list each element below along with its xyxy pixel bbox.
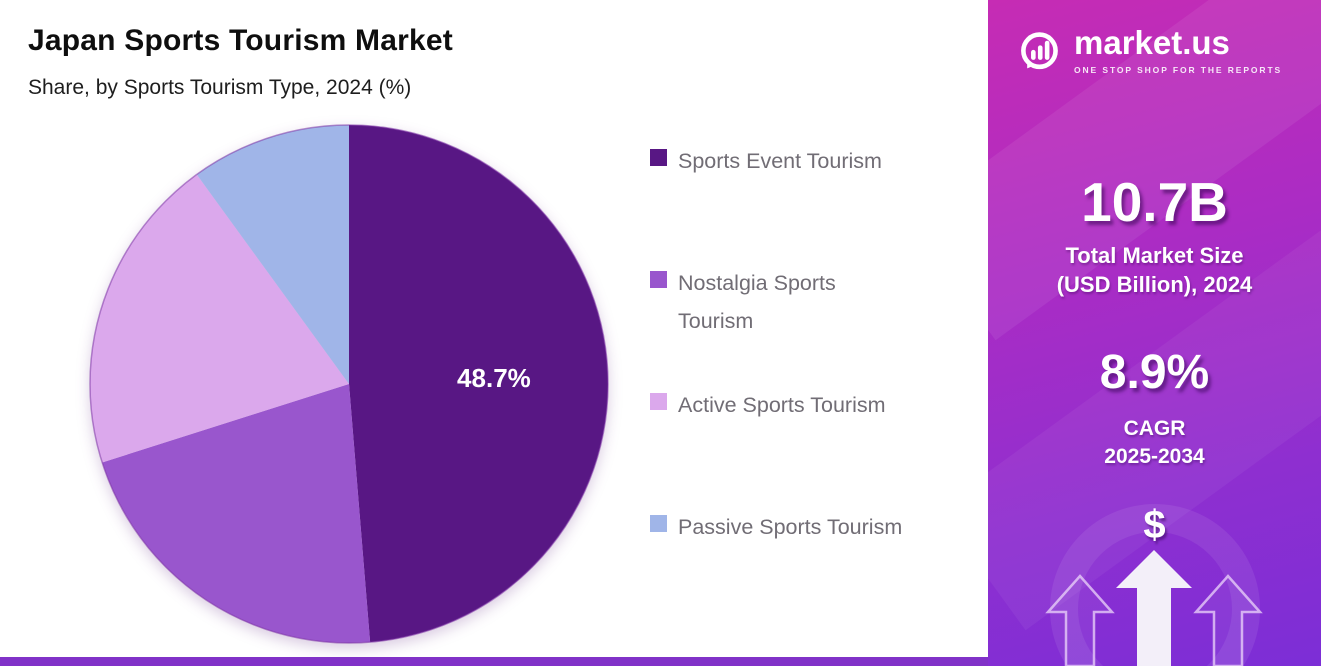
legend-item-passive: Passive Sports Tourism (650, 509, 902, 547)
stat-market-size-label-line2: (USD Billion), 2024 (1056, 271, 1253, 297)
pie-data-label: 48.7% (457, 363, 531, 393)
bottom-accent-strip (0, 657, 988, 666)
legend-swatch (650, 515, 667, 532)
legend-label: Sports Event Tourism (678, 149, 882, 173)
up-arrow-icon (1045, 574, 1115, 666)
legend-label: Nostalgia Sports Tourism (678, 271, 836, 333)
brand-logo: market.us ONE STOP SHOP FOR THE REPORTS (1018, 24, 1283, 81)
dollar-icon: $ (1143, 503, 1166, 547)
stat-cagr-label-line1: CAGR (1123, 417, 1186, 440)
pie-slice (90, 174, 349, 463)
stat-market-size-label: Total Market Size (USD Billion), 2024 (988, 242, 1321, 299)
page-title: Japan Sports Tourism Market (28, 24, 453, 57)
pie-chart: 48.7% (85, 120, 613, 648)
pie-slice (349, 125, 609, 643)
brand-tagline: ONE STOP SHOP FOR THE REPORTS (1074, 64, 1283, 75)
stat-cagr-label: CAGR 2025-2034 (988, 415, 1321, 472)
pie-slice (102, 384, 371, 643)
legend-swatch (650, 393, 667, 410)
pie-chart-svg: 48.7% (89, 124, 609, 644)
legend-item-active: Active Sports Tourism (650, 387, 886, 425)
stat-market-size-value: 10.7B (1081, 171, 1228, 233)
up-arrow-icon (1193, 574, 1263, 666)
brand-name: market.us (1074, 24, 1230, 61)
growth-arrows-icon (1045, 550, 1263, 666)
pie-outline (89, 124, 609, 644)
page-subtitle: Share, by Sports Tourism Type, 2024 (%) (28, 76, 412, 99)
legend-label: Passive Sports Tourism (678, 515, 903, 539)
stat-market-size-label-line1: Total Market Size (1065, 243, 1244, 268)
legend: Sports Event Tourism Nostalgia Sports To… (650, 143, 980, 613)
legend-swatch (650, 271, 667, 288)
stat-cagr-label-line2: 2025-2034 (1104, 445, 1205, 469)
up-arrow-icon (1116, 550, 1192, 666)
brand-stats-panel: market.us ONE STOP SHOP FOR THE REPORTS … (988, 0, 1321, 666)
pie-slice (196, 125, 349, 384)
market-us-logo-icon (1018, 30, 1064, 81)
legend-item-sports-event: Sports Event Tourism (650, 143, 882, 181)
legend-item-nostalgia: Nostalgia Sports Tourism (650, 265, 850, 340)
legend-swatch (650, 149, 667, 166)
legend-label: Active Sports Tourism (678, 393, 886, 417)
stat-cagr-value: 8.9% (1099, 346, 1210, 399)
